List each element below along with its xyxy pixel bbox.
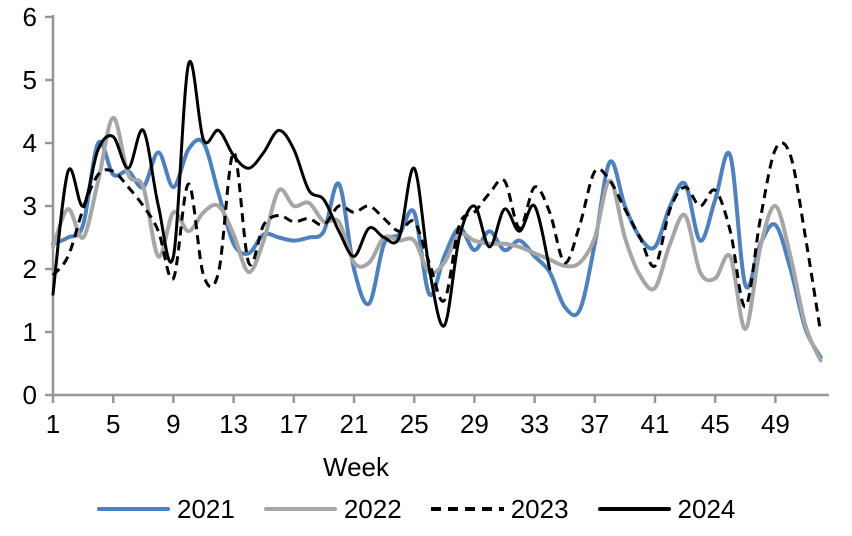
series-line-2023 <box>51 141 823 333</box>
series-line-2021 <box>51 137 823 360</box>
legend-item-2021: 2021 <box>97 496 235 522</box>
legend-label-2024: 2024 <box>677 494 736 524</box>
x-tick-label: 17 <box>279 409 308 439</box>
y-tick-label: 4 <box>23 128 37 158</box>
y-tick-label: 0 <box>23 380 37 410</box>
legend-item-2022: 2022 <box>263 494 402 524</box>
y-tick-label: 3 <box>23 191 37 221</box>
legend-swatch-2021-line <box>97 507 170 511</box>
legend-swatch-2022-line <box>263 507 337 511</box>
legend-label-2022: 2022 <box>343 494 402 524</box>
x-tick-label: 37 <box>580 409 609 439</box>
x-tick-label: 21 <box>340 409 369 439</box>
legend-swatch-2024-line <box>597 507 671 511</box>
x-tick-label: 49 <box>761 409 790 439</box>
series-line-2024 <box>51 59 552 328</box>
y-tick-label: 5 <box>23 65 37 95</box>
legend-item-2024: 2024 <box>597 494 736 524</box>
x-tick-label: 25 <box>400 409 429 439</box>
legend-label-2023: 2023 <box>510 494 569 524</box>
y-tick-label: 6 <box>23 2 37 32</box>
x-tick-label: 9 <box>166 409 180 439</box>
x-tick-label: 1 <box>46 409 60 439</box>
series-line-2022 <box>51 115 823 363</box>
legend-item-2023: 2023 <box>430 494 569 524</box>
legend-swatch-2023-dashed-line <box>430 507 504 511</box>
x-tick-label: 5 <box>106 409 120 439</box>
y-tick-label: 2 <box>23 254 37 284</box>
x-tick-label: 33 <box>520 409 549 439</box>
x-axis-title: Week <box>323 452 389 482</box>
x-tick-label: 29 <box>460 409 489 439</box>
y-tick-label: 1 <box>23 317 37 347</box>
legend-label-2021: 2021 <box>177 494 235 524</box>
x-tick-label: 13 <box>219 409 248 439</box>
legend: 2021 2022 2023 2024 <box>97 494 735 524</box>
x-tick-label: 45 <box>701 409 730 439</box>
x-tick-label: 41 <box>641 409 670 439</box>
